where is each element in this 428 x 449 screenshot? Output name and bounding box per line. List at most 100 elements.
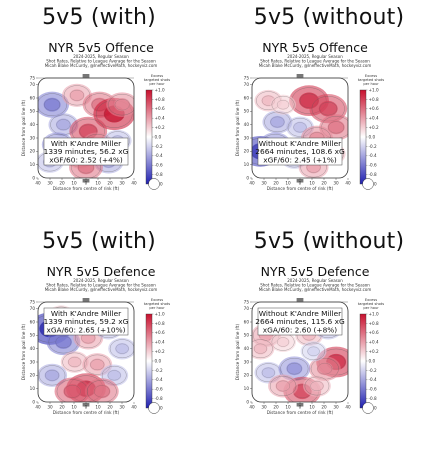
y-tick-label: 40: [30, 346, 36, 351]
heat-contour: [55, 335, 72, 349]
info-box: [257, 307, 343, 336]
colorbar-tick-label: +0.2: [369, 125, 380, 130]
panel-defence-with: 5v5 (with) NYR 5v5 Defence 2024-2025, Reg…: [0, 224, 214, 448]
y-axis-label: Distance from goal line (ft): [21, 100, 26, 157]
panel-heading: 5v5 (without): [253, 229, 405, 254]
x-tick-label: 10: [285, 405, 291, 410]
heat-contour: [84, 354, 111, 375]
chart-subtitle-line: Micah Blake McCurdy, @IneffectiveMath, h…: [259, 287, 372, 292]
heat-blob-core: [327, 120, 345, 135]
x-tick-label: 30: [47, 405, 53, 410]
y-tick-label: 30: [30, 359, 36, 364]
heat-contour: [114, 99, 130, 111]
info-box: [257, 137, 343, 166]
colorbar-label-line: targeted shots: [358, 78, 384, 82]
x-tick-label: 0: [85, 181, 88, 186]
colorbar-tick-label: +1.0: [369, 87, 380, 92]
y-tick-label: 30: [244, 135, 250, 140]
heat-contour: [93, 385, 110, 398]
x-tick-label: 40: [35, 405, 41, 410]
colorbar-tick-label: +0.4: [369, 116, 380, 121]
heat-contour: [90, 359, 105, 370]
chart-title: NYR 5v5 Defence: [47, 264, 156, 279]
x-tick-label: 10: [95, 405, 101, 410]
chart-subtitle-line: Shot Rates, Relative to League Average f…: [46, 282, 156, 287]
x-tick-label: 20: [321, 405, 327, 410]
x-tick-label: 10: [285, 181, 291, 186]
blue-line-marker: [296, 298, 304, 302]
colorbar-label-line: targeted shots: [144, 302, 170, 306]
heat-blob-core: [63, 383, 82, 399]
heat-blob-core: [318, 100, 338, 117]
colorbar-label-line: per hour: [149, 82, 165, 86]
info-box-line: xGF/60: 2.45 (+1%): [263, 155, 337, 164]
heat-contour: [304, 376, 330, 396]
colorbar: [145, 313, 153, 409]
y-tick-label: 30: [30, 135, 36, 140]
colorbar: [359, 313, 367, 409]
panel-defence-without: 5v5 (without) NYR 5v5 Defence 2024-2025, …: [214, 224, 428, 448]
y-tick-label: 20: [30, 149, 36, 154]
x-tick-label: 20: [59, 181, 65, 186]
panel-heading: 5v5 (with): [42, 229, 156, 254]
heat-blob-core: [307, 346, 321, 357]
chart-subtitle-line: Shot Rates, Relative to League Average f…: [260, 58, 370, 63]
y-tick-label: 20: [244, 373, 250, 378]
heat-contour: [293, 122, 307, 133]
colorbar-tick-label: -0.2: [369, 368, 378, 373]
info-box-line: 1339 minutes, 56.2 xG: [44, 147, 129, 156]
blue-line-marker: [82, 74, 90, 78]
y-tick-label: 20: [30, 373, 36, 378]
y-tick-label: 70: [30, 306, 36, 311]
y-tick-label: 10: [244, 386, 250, 391]
colorbar-tick-label: -0.4: [369, 153, 378, 158]
colorbar-tick-label: +0.6: [155, 106, 166, 111]
heat-blob-core: [115, 342, 130, 355]
info-box-line: 2664 minutes, 115.6 xG: [255, 317, 345, 326]
x-axis-label: Distance from centre of rink (ft): [53, 410, 120, 415]
heat-blob-core: [269, 115, 285, 129]
hockeyviz-logo-icon: [362, 402, 374, 414]
chart-subtitle-line: Micah Blake McCurdy, @IneffectiveMath, h…: [45, 63, 158, 68]
heat-contour: [44, 98, 60, 111]
x-tick-label: 40: [131, 405, 137, 410]
heat-contour: [307, 346, 320, 356]
info-box-line: xGF/60: 2.52 (+4%): [49, 155, 123, 164]
colorbar: [359, 89, 367, 185]
colorbar-tick-label: -0.8: [155, 172, 164, 177]
heat-contour: [252, 339, 273, 358]
heat-blob-core: [67, 356, 82, 368]
heat-contour: [45, 370, 60, 381]
x-tick-label: 20: [107, 181, 113, 186]
x-tick-label: 20: [273, 405, 279, 410]
heat-contour: [269, 376, 297, 396]
chart-subtitle-line: 2024-2025, Regular Season: [73, 278, 129, 283]
colorbar-tick-label: -0.2: [155, 368, 164, 373]
colorbar-label-line: per hour: [149, 306, 165, 310]
heat-blob-core: [114, 98, 131, 112]
heat-contour: [108, 94, 134, 116]
colorbar-tick-label: -0.6: [369, 387, 378, 392]
x-tick-label: 30: [47, 181, 53, 186]
x-tick-label: 40: [345, 405, 351, 410]
chart-subtitle-line: 2024-2025, Regular Season: [73, 54, 129, 59]
info-box: [43, 307, 129, 336]
x-tick-label: 30: [333, 181, 339, 186]
colorbar-tick-label: -0.4: [369, 377, 378, 382]
heat-contour: [319, 101, 337, 116]
heat-blob-core: [69, 89, 85, 102]
heat-blob-core: [309, 380, 324, 392]
heat-contour: [107, 370, 121, 381]
heat-blob-core: [89, 358, 105, 371]
y-tick-label: 50: [244, 109, 250, 114]
colorbar-tick-label: +0.6: [369, 106, 380, 111]
colorbar-tick-label: +0.6: [155, 330, 166, 335]
heat-contour: [310, 381, 324, 391]
y-tick-label: 50: [30, 333, 36, 338]
y-tick-label: 75: [244, 75, 250, 80]
colorbar-tick-label: +0.2: [369, 349, 380, 354]
goal-marker: [82, 403, 90, 407]
